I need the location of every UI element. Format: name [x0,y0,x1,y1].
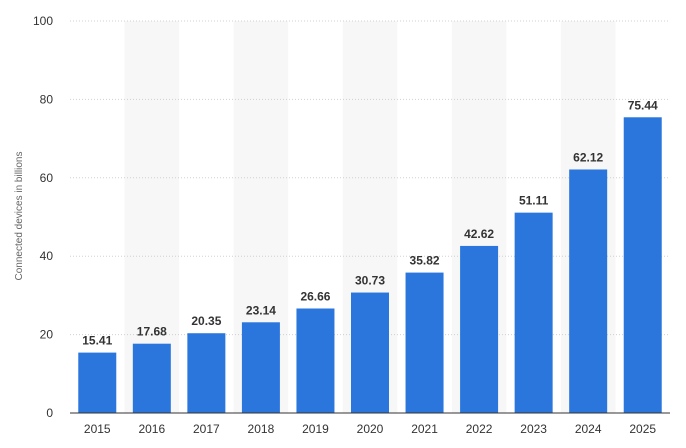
x-tick-label: 2023 [520,422,547,436]
x-tick-label: 2018 [248,422,275,436]
x-tick-label: 2019 [302,422,329,436]
data-label: 35.82 [410,254,440,268]
data-label: 75.44 [628,98,658,112]
x-tick-label: 2016 [138,422,165,436]
data-label: 51.11 [519,194,549,208]
bar [241,322,280,413]
y-tick-label: 60 [40,171,54,185]
x-tick-label: 2022 [466,422,493,436]
data-label: 26.66 [300,289,330,303]
bar [405,272,444,413]
data-labels: 15.41 17.68 20.35 23.14 26.66 30.73 35.82 42.62… [82,98,658,347]
bar [187,333,226,413]
data-label: 30.73 [355,274,385,288]
bar [623,117,662,413]
x-tick-label: 2025 [629,422,656,436]
data-label: 17.68 [137,325,167,339]
bars [78,117,662,413]
bar [569,169,608,413]
x-axis: 2015 2016 2017 2018 2019 2020 2021 2022 2023 2024… [70,412,670,436]
x-tick-label: 2024 [575,422,602,436]
y-axis-title: Connected devices in billions [14,152,25,281]
bar [514,212,553,413]
x-tick-label: 2021 [411,422,438,436]
x-tick-label: 2015 [84,422,111,436]
x-tick-label: 2017 [193,422,220,436]
data-label: 15.41 [82,334,112,348]
y-tick-label: 100 [33,14,53,28]
y-axis: 0 20 40 60 80 100 [33,14,53,420]
y-tick-label: 0 [46,406,53,420]
bar [78,352,117,413]
x-tick-label: 2020 [357,422,384,436]
bar [460,245,499,413]
bar [351,292,389,413]
y-tick-label: 80 [40,92,54,106]
bar [132,343,171,413]
y-tick-label: 20 [40,328,54,342]
y-tick-label: 40 [40,249,54,263]
bar [296,308,335,413]
data-label: 20.35 [191,314,221,328]
data-label: 23.14 [246,303,276,317]
data-label: 62.12 [573,150,603,164]
data-label: 42.62 [464,227,494,241]
